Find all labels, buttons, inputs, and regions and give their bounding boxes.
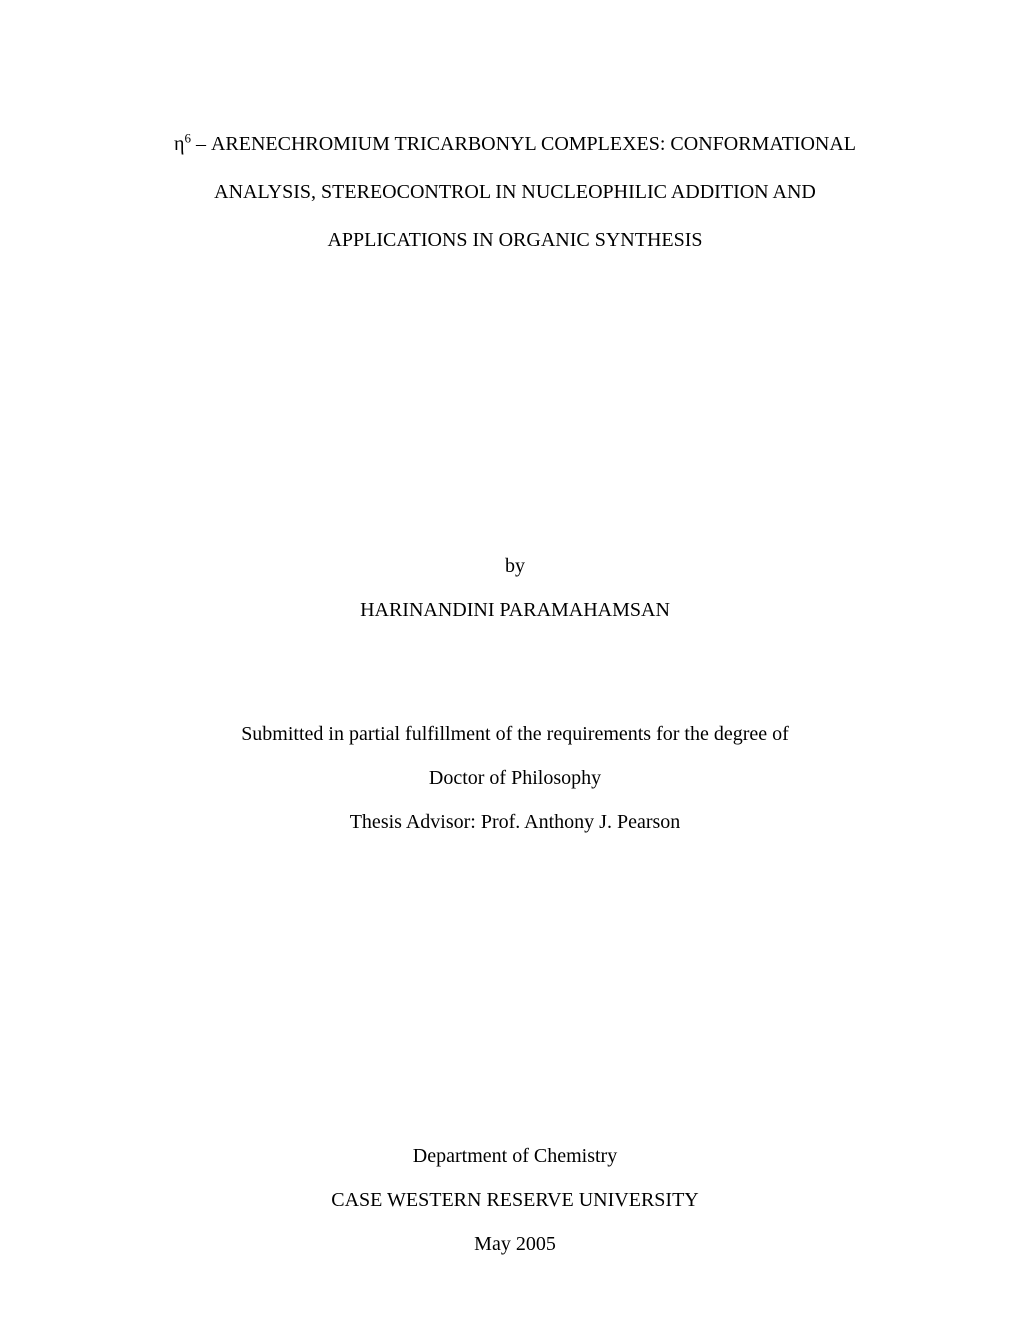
- title-line-2: ANALYSIS, STEREOCONTROL IN NUCLEOPHILIC …: [160, 168, 870, 216]
- by-label: by: [160, 544, 870, 588]
- eta-symbol: η: [174, 133, 184, 155]
- advisor-line: Thesis Advisor: Prof. Anthony J. Pearson: [160, 800, 870, 844]
- department-line: Department of Chemistry: [160, 1134, 870, 1178]
- university-line: CASE WESTERN RESERVE UNIVERSITY: [160, 1178, 870, 1222]
- author-name: HARINANDINI PARAMAHAMSAN: [160, 588, 870, 632]
- thesis-title-page: η6 – ARENECHROMIUM TRICARBONYL COMPLEXES…: [0, 0, 1020, 1320]
- title-line-3: APPLICATIONS IN ORGANIC SYNTHESIS: [160, 216, 870, 264]
- date-line: May 2005: [160, 1222, 870, 1266]
- title-block: η6 – ARENECHROMIUM TRICARBONYL COMPLEXES…: [160, 120, 870, 264]
- title-line-1: η6 – ARENECHROMIUM TRICARBONYL COMPLEXES…: [160, 120, 870, 168]
- title-line-1-rest: – ARENECHROMIUM TRICARBONYL COMPLEXES: C…: [191, 133, 856, 155]
- by-block: by HARINANDINI PARAMAHAMSAN: [160, 544, 870, 632]
- submission-block: Submitted in partial fulfillment of the …: [160, 712, 870, 844]
- submission-line-1: Submitted in partial fulfillment of the …: [160, 712, 870, 756]
- degree-line: Doctor of Philosophy: [160, 756, 870, 800]
- affiliation-block: Department of Chemistry CASE WESTERN RES…: [160, 1134, 870, 1266]
